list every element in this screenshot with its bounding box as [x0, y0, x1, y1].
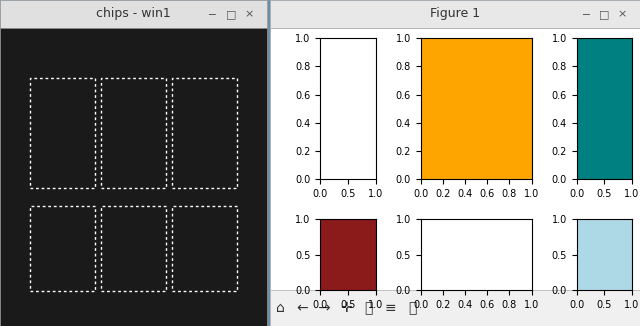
Text: ─: ─	[582, 9, 588, 19]
Bar	[270, 28, 640, 326]
Text: Figure 1: Figure 1	[430, 7, 480, 21]
Text: chips - win1: chips - win1	[96, 7, 171, 21]
Text: □: □	[226, 9, 236, 19]
Text: ←: ←	[296, 301, 308, 315]
Text: □: □	[599, 9, 609, 19]
Bar	[270, 0, 640, 28]
Text: ✛: ✛	[340, 301, 352, 315]
Text: ≡: ≡	[384, 301, 396, 315]
Bar	[101, 206, 166, 291]
Bar	[30, 206, 95, 291]
Bar	[172, 78, 237, 188]
Text: 💾: 💾	[408, 301, 416, 315]
Bar	[30, 78, 95, 188]
Text: →: →	[318, 301, 330, 315]
Bar	[0, 0, 267, 28]
Text: ×: ×	[244, 9, 253, 19]
Text: 🔍: 🔍	[364, 301, 372, 315]
Text: ─: ─	[209, 9, 216, 19]
Bar	[172, 206, 237, 291]
Bar	[0, 28, 267, 326]
Bar	[270, 290, 640, 326]
Text: ×: ×	[618, 9, 627, 19]
Bar	[101, 78, 166, 188]
Text: ⌂: ⌂	[276, 301, 284, 315]
